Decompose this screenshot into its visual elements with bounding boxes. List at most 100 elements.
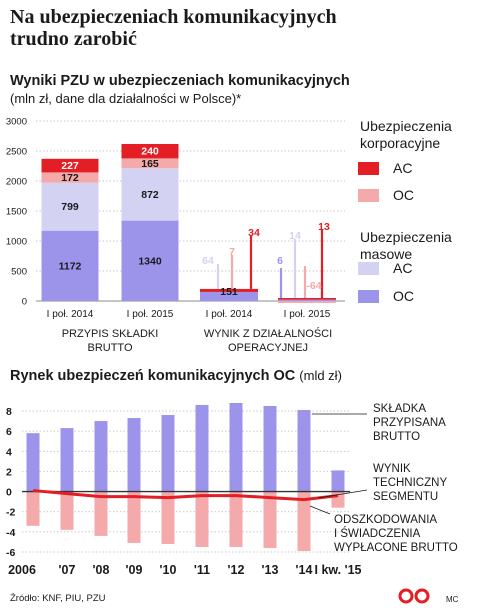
chart2-y-tick-label: 6 bbox=[6, 426, 12, 438]
label-odszkodowania: WYPŁACONE BRUTTO bbox=[334, 542, 458, 554]
label-skladka: SKŁADKA bbox=[373, 403, 426, 415]
label-wynik: TECHNICZNY bbox=[373, 477, 447, 489]
legend-swatch-mas_ac bbox=[358, 262, 379, 275]
legend-item-label: AC bbox=[393, 260, 412, 276]
chart1-y-tick-label: 1500 bbox=[6, 207, 27, 218]
label-skladka: PRZYPISANA bbox=[373, 417, 446, 429]
legend-swatch-korp_ac bbox=[358, 162, 379, 175]
chart2-x-tick-label: '11 bbox=[194, 563, 210, 577]
chart1-y-tick-label: 2000 bbox=[6, 177, 27, 188]
chart1-x-tick-label: I poł. 2014 bbox=[47, 309, 94, 320]
chart2-y-tick-label: -4 bbox=[6, 527, 15, 539]
bar-value-label: 227 bbox=[61, 160, 79, 172]
legend-swatch-mas_oc bbox=[358, 290, 379, 303]
bar-skladka bbox=[26, 433, 40, 492]
bar-skladka bbox=[331, 470, 345, 492]
bar-mas_oc-0 bbox=[41, 230, 99, 301]
chart2-x-tick-label: '14 bbox=[296, 563, 313, 577]
bar-skladka bbox=[297, 409, 311, 492]
line-wynik-techniczny bbox=[32, 489, 339, 502]
bar-mas_ac-1 bbox=[121, 168, 179, 221]
legend-swatch-korp_oc bbox=[358, 189, 379, 202]
legend-group-label: Ubezpieczenia bbox=[360, 118, 452, 134]
label-skladka: BRUTTO bbox=[373, 431, 420, 443]
wynik-value-label: 14 bbox=[289, 230, 301, 242]
bar-odszkodowania bbox=[195, 491, 209, 547]
chart2-x-tick-label: '09 bbox=[126, 563, 143, 577]
bar-skladka bbox=[195, 404, 209, 492]
bar-korp_oc-1 bbox=[121, 158, 179, 169]
bar-korp_ac-1 bbox=[121, 143, 179, 159]
bar-skladka bbox=[94, 421, 108, 492]
chart2-title-unit: (mld zł) bbox=[299, 368, 342, 383]
chart1-y-tick-label: 2500 bbox=[6, 147, 27, 158]
bar-skladka bbox=[60, 428, 74, 492]
chart1-y-tick-label: 1000 bbox=[6, 237, 27, 248]
wynik-value-label: 64 bbox=[202, 255, 214, 267]
bar-wynik-mas_oc-1 bbox=[278, 299, 336, 301]
bar-wynik-korp_ac-0 bbox=[200, 288, 258, 292]
chart1-x-tick-label: I poł. 2015 bbox=[284, 309, 331, 320]
bar-wynik-korp_oc-1 bbox=[278, 301, 336, 303]
bar-skladka bbox=[229, 402, 243, 492]
bar-value-label: 799 bbox=[61, 201, 79, 213]
label-odszkodowania: I ŚWIADCZENIA bbox=[334, 527, 421, 540]
bar-skladka bbox=[127, 418, 141, 492]
bar-mas_ac-0 bbox=[41, 182, 99, 231]
wynik-value-label: 7 bbox=[229, 246, 235, 258]
chart2-y-tick-label: -6 bbox=[6, 547, 15, 559]
headline: Na ubezpieczeniach komunikacyjnych trudn… bbox=[10, 6, 337, 50]
chart2-y-tick-label: 2 bbox=[6, 466, 12, 478]
bar-korp_oc-0 bbox=[41, 172, 99, 183]
bar-odszkodowania bbox=[229, 491, 243, 547]
legend-item-label: OC bbox=[393, 187, 414, 203]
bar-value-label: 1172 bbox=[59, 260, 82, 272]
bar-odszkodowania bbox=[26, 491, 40, 526]
chart1-title: Wyniki PZU w ubezpieczeniach komunikacyj… bbox=[10, 73, 350, 89]
chart2-x-tick-label: '13 bbox=[262, 563, 279, 577]
wynik-value-label: 34 bbox=[248, 227, 260, 239]
chart2-y-tick-label: 8 bbox=[6, 406, 12, 418]
bar-odszkodowania bbox=[60, 491, 74, 530]
label-wynik: SEGMENTU bbox=[373, 491, 438, 503]
chart2-x-tick-label: '12 bbox=[228, 563, 245, 577]
bar-odszkodowania bbox=[263, 491, 277, 548]
chart1-subtitle: (mln zł, dane dla działalności w Polsce)… bbox=[10, 91, 242, 106]
wynik-value-label: 13 bbox=[318, 221, 330, 233]
bar-odszkodowania bbox=[161, 491, 175, 544]
chart1-y-tick-label: 0 bbox=[22, 297, 27, 308]
bar-wynik-mas_oc-0 bbox=[200, 291, 258, 301]
wynik-value-label: -64 bbox=[306, 280, 321, 292]
wynik-value-label: 151 bbox=[220, 286, 238, 298]
source-note: Źródło: KNF, PIU, PZU bbox=[10, 593, 106, 604]
legend-group-label: korporacyjne bbox=[360, 135, 440, 151]
chart2-x-tick-label: '07 bbox=[59, 563, 76, 577]
bar-odszkodowania bbox=[94, 491, 108, 536]
chart2-y-tick-label: 4 bbox=[6, 446, 12, 458]
group-label-przypis: BRUTTO bbox=[87, 342, 132, 354]
chart2-y-tick-label: -2 bbox=[6, 507, 15, 519]
bar-value-label: 1340 bbox=[138, 255, 162, 267]
bar-skladka bbox=[263, 405, 277, 492]
legend-item-label: OC bbox=[393, 288, 414, 304]
leader-wynik bbox=[317, 489, 368, 499]
chart1-x-tick-label: I poł. 2014 bbox=[206, 309, 253, 320]
bar-mas_oc-1 bbox=[121, 220, 179, 301]
chart1-y-tick-label: 3000 bbox=[6, 117, 27, 128]
legend-group-label: Ubezpieczenia bbox=[360, 229, 452, 245]
bar-value-label: 240 bbox=[141, 146, 159, 158]
publisher-logo-icon bbox=[398, 588, 430, 604]
chart1-x-tick-label: I poł. 2015 bbox=[127, 309, 174, 320]
bar-skladka bbox=[161, 415, 175, 492]
group-label-wynik: OPERACYJNEJ bbox=[228, 342, 308, 354]
bar-value-label: 872 bbox=[141, 189, 159, 201]
bar-value-label: 165 bbox=[141, 158, 159, 170]
chart2-x-tick-label: '08 bbox=[93, 563, 110, 577]
wynik-value-label: 6 bbox=[277, 255, 283, 267]
chart2-title: Rynek ubezpieczeń komunikacyjnych OC (ml… bbox=[10, 368, 342, 384]
bar-korp_ac-0 bbox=[41, 158, 99, 173]
group-label-przypis: PRZYPIS SKŁADKI bbox=[62, 328, 159, 340]
